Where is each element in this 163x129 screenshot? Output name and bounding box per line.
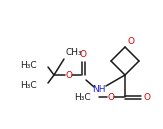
Text: H₃C: H₃C [74, 92, 91, 102]
Text: H₃C: H₃C [20, 61, 37, 70]
Text: O: O [127, 37, 134, 46]
Text: H₃C: H₃C [20, 80, 37, 90]
Text: O: O [80, 50, 87, 59]
Text: CH₃: CH₃ [66, 48, 83, 57]
Text: O: O [143, 92, 150, 102]
Text: O: O [108, 92, 114, 102]
Text: O: O [66, 71, 73, 79]
Text: NH: NH [92, 84, 106, 94]
